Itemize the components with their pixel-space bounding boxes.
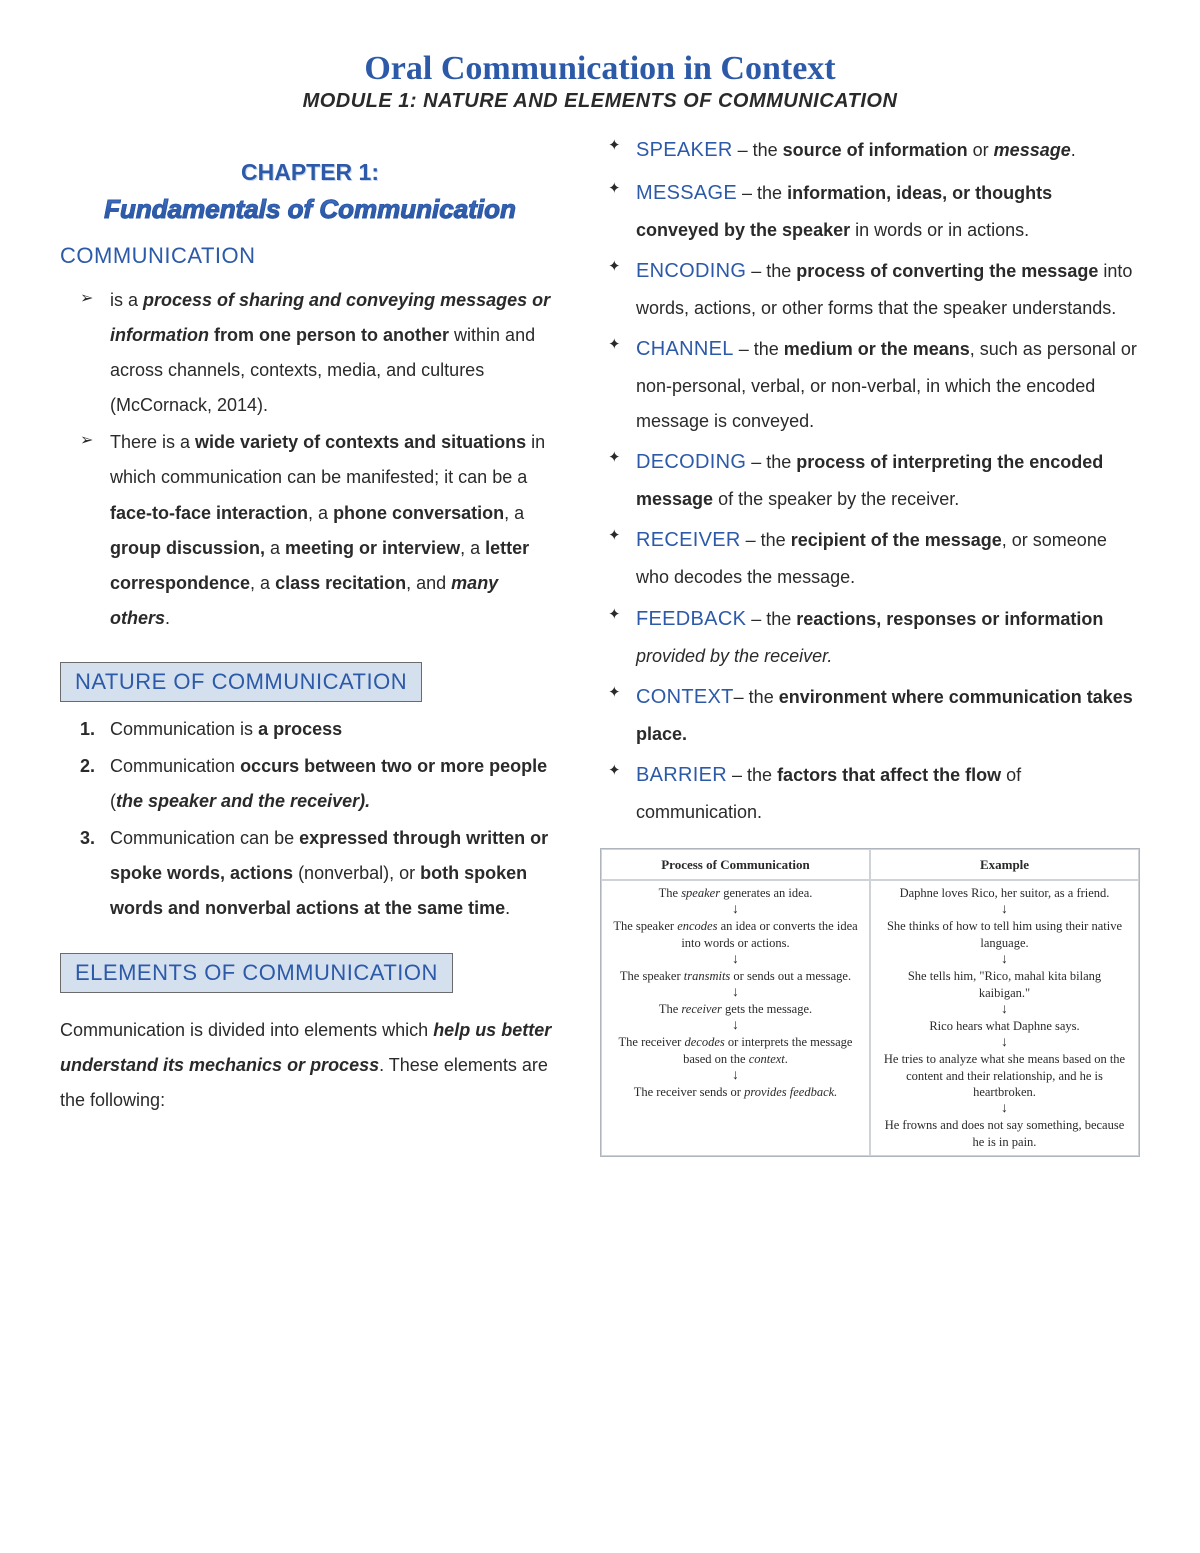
two-column-layout: CHAPTER 1: Fundamentals of Communication… — [60, 131, 1140, 1157]
elements-list: SPEAKER – the source of information or m… — [600, 131, 1140, 830]
list-item: Communication is a process — [110, 712, 560, 747]
list-item: MESSAGE – the information, ideas, or tho… — [636, 174, 1140, 248]
list-item: CHANNEL – the medium or the means, such … — [636, 330, 1140, 439]
page-title: Oral Communication in Context — [60, 50, 1140, 88]
communication-list: is a process of sharing and conveying me… — [60, 283, 560, 636]
table-body-row: The speaker generates an idea.↓The speak… — [601, 880, 1139, 1156]
list-item: BARRIER – the factors that affect the fl… — [636, 756, 1140, 830]
list-item: DECODING – the process of interpreting t… — [636, 443, 1140, 517]
list-item: Communication can be expressed through w… — [110, 821, 560, 926]
table-header: Example — [870, 849, 1139, 881]
table-header: Process of Communication — [601, 849, 870, 881]
table-cell: The speaker generates an idea.↓The speak… — [601, 880, 870, 1156]
list-item: FEEDBACK – the reactions, responses or i… — [636, 600, 1140, 674]
list-item: is a process of sharing and conveying me… — [110, 283, 560, 423]
list-item: There is a wide variety of contexts and … — [110, 425, 560, 636]
list-item: CONTEXT– the environment where communica… — [636, 678, 1140, 752]
chapter-label: CHAPTER 1: — [60, 159, 560, 186]
left-column: CHAPTER 1: Fundamentals of Communication… — [60, 131, 560, 1157]
list-item: SPEAKER – the source of information or m… — [636, 131, 1140, 170]
nature-heading-box: NATURE OF COMMUNICATION — [60, 662, 422, 702]
list-item: ENCODING – the process of converting the… — [636, 252, 1140, 326]
table-cell: Daphne loves Rico, her suitor, as a frie… — [870, 880, 1139, 1156]
list-item: RECEIVER – the recipient of the message,… — [636, 521, 1140, 595]
table-header-row: Process of Communication Example — [601, 849, 1139, 881]
list-item: Communication occurs between two or more… — [110, 749, 560, 819]
elements-heading-box: ELEMENTS OF COMMUNICATION — [60, 953, 453, 993]
process-table: Process of Communication Example The spe… — [600, 848, 1140, 1157]
page-subtitle: MODULE 1: NATURE AND ELEMENTS OF COMMUNI… — [60, 90, 1140, 113]
nature-list: Communication is a process Communication… — [60, 712, 560, 927]
communication-heading: COMMUNICATION — [60, 243, 560, 269]
document-page: Oral Communication in Context MODULE 1: … — [0, 0, 1200, 1197]
chapter-title: Fundamentals of Communication — [60, 194, 560, 225]
right-column: SPEAKER – the source of information or m… — [600, 131, 1140, 1157]
elements-intro-paragraph: Communication is divided into elements w… — [60, 1013, 560, 1118]
